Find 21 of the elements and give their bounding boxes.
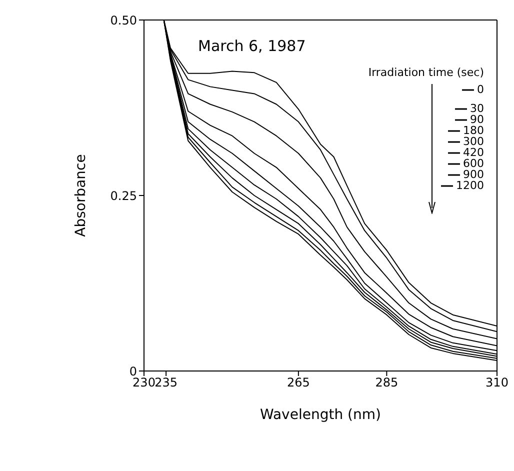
legend-title: Irradiation time (sec) xyxy=(368,66,484,79)
legend-label: 1200 xyxy=(456,179,484,192)
x-tick-label: 235 xyxy=(154,376,178,390)
y-tick-label: 0.50 xyxy=(110,13,137,28)
x-tick-label: 285 xyxy=(375,376,398,390)
x-tick-label: 310 xyxy=(486,376,508,390)
legend-label: 600 xyxy=(463,157,484,170)
legend-label: 900 xyxy=(463,168,484,181)
x-tick-label: 265 xyxy=(286,376,310,390)
x-axis-title: Wavelength (nm) xyxy=(260,407,381,423)
y-tick-label: 0 xyxy=(129,364,137,378)
y-axis-title: Absorbance xyxy=(72,154,89,237)
y-tick-label: 0.25 xyxy=(110,188,137,203)
text: March 6, 1987 xyxy=(198,37,306,55)
legend-label: 90 xyxy=(470,113,484,126)
legend-label: 300 xyxy=(463,135,484,148)
legend-label: 420 xyxy=(463,146,484,159)
legend-label: 0 xyxy=(477,83,484,96)
legend-label: 180 xyxy=(463,124,484,137)
x-tick-label: 230 xyxy=(132,376,156,390)
legend-label: 30 xyxy=(470,102,484,115)
